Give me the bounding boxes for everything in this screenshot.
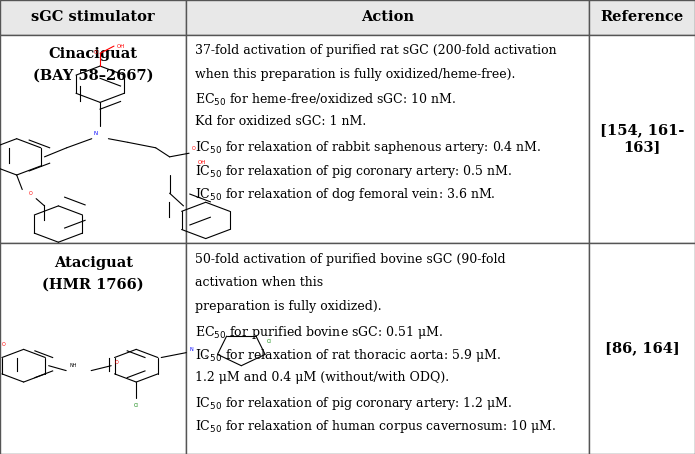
Text: (BAY 58–2667): (BAY 58–2667) <box>33 69 154 83</box>
Text: O: O <box>2 342 6 347</box>
Text: 37-fold activation of purified rat sGC (200-fold activation: 37-fold activation of purified rat sGC (… <box>195 44 556 58</box>
Text: N: N <box>94 131 98 136</box>
Text: O: O <box>94 50 97 55</box>
Text: N: N <box>190 347 193 352</box>
Text: Ataciguat: Ataciguat <box>54 256 133 270</box>
Text: Reference: Reference <box>600 10 684 24</box>
Bar <box>0 243 186 454</box>
Text: sGC stimulator: sGC stimulator <box>31 10 155 24</box>
Text: IC$_{50}$ for relaxation of human corpus cavernosum: 10 μM.: IC$_{50}$ for relaxation of human corpus… <box>195 418 556 435</box>
Text: IC$_{50}$ for relaxation of pig coronary artery: 0.5 nM.: IC$_{50}$ for relaxation of pig coronary… <box>195 163 512 179</box>
Text: EC$_{50}$ for purified bovine sGC: 0.51 μM.: EC$_{50}$ for purified bovine sGC: 0.51 … <box>195 324 443 340</box>
Text: 50-fold activation of purified bovine sGC (90-fold: 50-fold activation of purified bovine sG… <box>195 253 505 266</box>
Text: IC$_{50}$ for relaxation of rat thoracic aorta: 5.9 μM.: IC$_{50}$ for relaxation of rat thoracic… <box>195 347 500 364</box>
Text: preparation is fully oxidized).: preparation is fully oxidized). <box>195 300 382 313</box>
Text: EC$_{50}$ for heme-free/oxidized sGC: 10 nM.: EC$_{50}$ for heme-free/oxidized sGC: 10… <box>195 92 456 108</box>
Text: Kd for oxidized sGC: 1 nM.: Kd for oxidized sGC: 1 nM. <box>195 115 366 128</box>
Bar <box>589 35 695 243</box>
Text: O: O <box>115 360 118 365</box>
Text: O: O <box>28 191 33 196</box>
Text: when this preparation is fully oxidized/heme-free).: when this preparation is fully oxidized/… <box>195 68 515 81</box>
Text: Cl: Cl <box>266 339 271 344</box>
Text: O: O <box>192 146 195 151</box>
Text: IC$_{50}$ for relaxation of pig coronary artery: 1.2 μM.: IC$_{50}$ for relaxation of pig coronary… <box>195 395 512 411</box>
Text: activation when this: activation when this <box>195 276 322 290</box>
Bar <box>186 243 589 454</box>
Bar <box>186 35 589 243</box>
Bar <box>0 35 186 243</box>
Text: OH: OH <box>117 44 125 49</box>
Bar <box>186 0 589 35</box>
Text: 1.2 μM and 0.4 μM (without/with ODQ).: 1.2 μM and 0.4 μM (without/with ODQ). <box>195 371 449 384</box>
Text: IC$_{50}$ for relaxation of rabbit saphenous artery: 0.4 nM.: IC$_{50}$ for relaxation of rabbit saphe… <box>195 139 541 156</box>
Text: [154, 161-
163]: [154, 161- 163] <box>600 123 685 154</box>
Text: (HMR 1766): (HMR 1766) <box>42 277 144 291</box>
Text: [86, 164]: [86, 164] <box>605 341 680 355</box>
Text: NH: NH <box>70 363 77 368</box>
Text: Cinaciguat: Cinaciguat <box>49 47 138 61</box>
Text: S: S <box>204 355 208 360</box>
Text: IC$_{50}$ for relaxation of dog femoral vein: 3.6 nM.: IC$_{50}$ for relaxation of dog femoral … <box>195 186 496 203</box>
Text: OH: OH <box>197 160 206 165</box>
Text: Cl: Cl <box>134 403 138 408</box>
Text: Action: Action <box>361 10 414 24</box>
Bar <box>589 0 695 35</box>
Bar <box>0 0 186 35</box>
Bar <box>589 243 695 454</box>
